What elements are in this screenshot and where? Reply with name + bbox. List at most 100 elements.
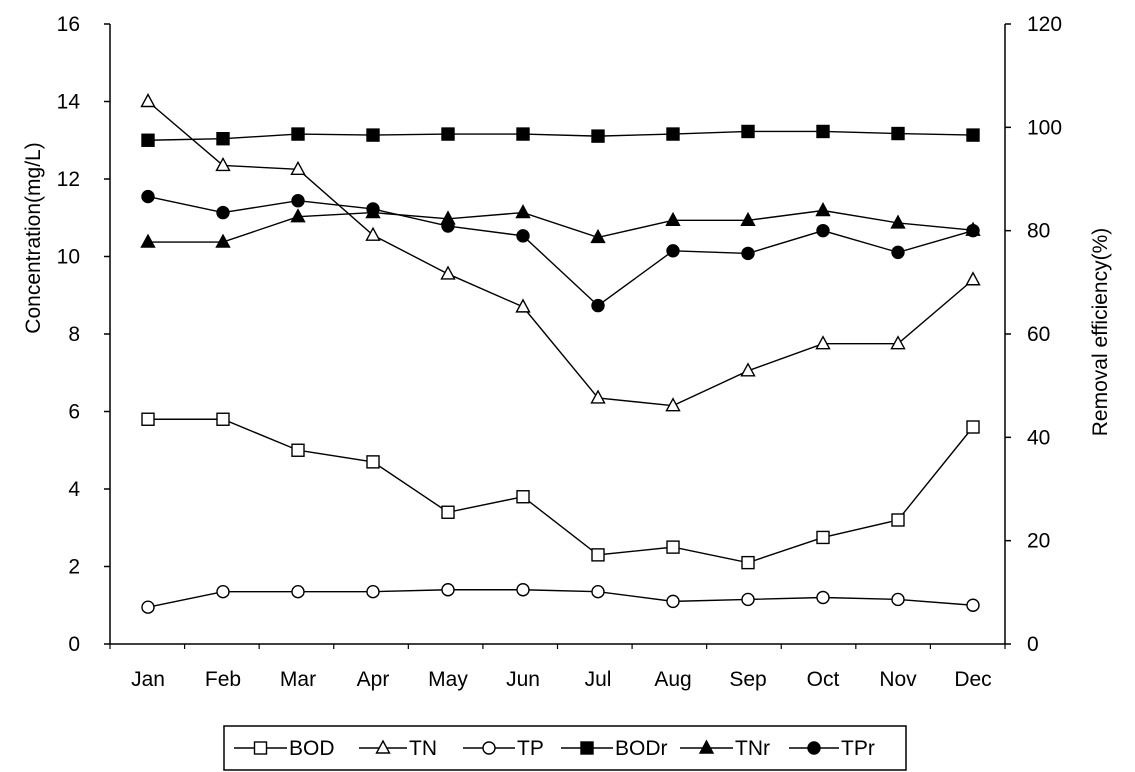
data-point-bod bbox=[741, 555, 755, 570]
x-tick-label: May bbox=[428, 668, 468, 691]
series-line-tnr bbox=[148, 209, 974, 243]
data-point-bod bbox=[441, 505, 455, 519]
data-point-tpr bbox=[291, 193, 305, 208]
data-point-tp bbox=[441, 583, 455, 597]
x-tick-label: Aug bbox=[654, 668, 691, 691]
x-tick-label: Dec bbox=[954, 668, 991, 691]
data-point-tp bbox=[516, 583, 530, 597]
series-layer bbox=[140, 93, 981, 614]
left-tick-label: 16 bbox=[57, 13, 80, 36]
legend-marker-tp bbox=[482, 741, 496, 755]
data-point-bod bbox=[141, 412, 155, 426]
data-point-bodr bbox=[516, 127, 530, 141]
data-point-tp bbox=[291, 584, 305, 599]
series-line-tn bbox=[147, 100, 974, 407]
x-tick-label: Sep bbox=[729, 668, 766, 691]
data-point-tn bbox=[140, 93, 156, 108]
data-point-bodr bbox=[366, 128, 380, 142]
data-point-tnr bbox=[515, 204, 531, 219]
data-point-tn bbox=[740, 362, 756, 377]
right-axis-title: Removal efficiency(%) bbox=[1089, 228, 1112, 437]
series-line-bod bbox=[148, 418, 974, 564]
series-line-tpr bbox=[147, 195, 974, 307]
right-tick-label: 0 bbox=[1027, 633, 1039, 656]
right-y-axis: 0 20 40 60 80 100 120 bbox=[1005, 13, 1062, 656]
data-point-tpr bbox=[966, 223, 980, 238]
legend-label: BODr bbox=[615, 737, 668, 760]
data-point-bod bbox=[816, 530, 830, 545]
data-point-tnr bbox=[665, 211, 681, 227]
data-point-tpr bbox=[366, 202, 380, 216]
right-tick-label: 80 bbox=[1027, 220, 1050, 243]
right-tick-label: 100 bbox=[1027, 116, 1062, 139]
data-point-tnr bbox=[215, 233, 231, 248]
series-bodr bbox=[141, 124, 980, 147]
data-point-bodr bbox=[441, 127, 455, 141]
x-tick-label: Jun bbox=[506, 668, 540, 691]
data-point-bod bbox=[591, 548, 605, 562]
data-point-bod bbox=[366, 455, 380, 469]
series-bod bbox=[141, 412, 980, 570]
data-point-bodr bbox=[216, 131, 230, 146]
series-tpr bbox=[141, 189, 980, 313]
data-point-tnr bbox=[815, 202, 831, 217]
data-point-tn bbox=[665, 397, 681, 412]
data-point-tp bbox=[141, 600, 155, 614]
left-tick-label: 4 bbox=[68, 478, 80, 501]
legend-label: TP bbox=[517, 737, 544, 760]
data-point-tpr bbox=[816, 223, 830, 238]
data-point-tn bbox=[890, 335, 906, 350]
left-tick-label: 6 bbox=[68, 401, 80, 424]
x-tick-label: Nov bbox=[879, 668, 917, 691]
legend-label: BOD bbox=[289, 737, 335, 760]
data-point-bodr bbox=[966, 128, 980, 142]
data-point-tp bbox=[366, 584, 380, 599]
data-point-tnr bbox=[740, 211, 756, 227]
left-tick-label: 10 bbox=[57, 246, 80, 269]
data-point-tnr bbox=[140, 233, 156, 248]
right-tick-label: 20 bbox=[1027, 530, 1050, 553]
data-point-tp bbox=[966, 598, 980, 612]
legend-marker-bodr bbox=[580, 741, 594, 755]
data-point-tp bbox=[741, 592, 755, 607]
data-point-bod bbox=[666, 540, 680, 554]
data-point-tpr bbox=[216, 205, 230, 220]
data-point-bodr bbox=[141, 133, 155, 147]
right-tick-label: 40 bbox=[1027, 426, 1050, 449]
data-point-tn bbox=[365, 226, 381, 241]
x-tick-label: Jan bbox=[131, 668, 165, 691]
data-point-tp bbox=[666, 594, 680, 609]
legend-marker-tnr bbox=[698, 739, 715, 754]
x-tick-label: Jul bbox=[585, 668, 612, 691]
legend-item-tn: TN bbox=[359, 737, 437, 760]
data-point-tpr bbox=[141, 189, 155, 204]
left-axis-title: Concentration(mg/L) bbox=[22, 142, 45, 333]
data-point-bodr bbox=[816, 124, 830, 139]
legend: BOD TN TP BODr TNr TPr bbox=[223, 725, 907, 771]
legend-marker-tpr bbox=[807, 741, 821, 755]
data-point-bodr bbox=[891, 126, 905, 141]
data-point-tpr bbox=[591, 298, 605, 313]
data-point-tn bbox=[515, 298, 531, 313]
data-point-bod bbox=[891, 513, 905, 527]
legend-label: TPr bbox=[841, 737, 875, 760]
legend-item-bodr: BODr bbox=[561, 737, 668, 760]
plot-area bbox=[109, 24, 1006, 645]
legend-item-tpr: TPr bbox=[789, 737, 875, 760]
left-y-axis: 0 2 4 6 8 10 12 14 16 bbox=[57, 13, 110, 656]
right-tick-label: 120 bbox=[1027, 13, 1062, 36]
data-point-tn bbox=[590, 389, 606, 404]
series-tnr bbox=[140, 202, 981, 248]
legend-label: TN bbox=[409, 737, 437, 760]
series-line-tp bbox=[147, 589, 974, 608]
data-point-bod bbox=[966, 420, 980, 434]
data-point-tpr bbox=[741, 246, 755, 261]
series-line-bodr bbox=[147, 130, 974, 141]
legend-label: TNr bbox=[735, 737, 770, 760]
x-axis: Jan Feb Mar Apr May Jun Jul Aug Sep Oct Nov Dec bbox=[109, 644, 1006, 691]
data-point-tn bbox=[290, 160, 306, 176]
data-point-bodr bbox=[591, 129, 605, 143]
legend-item-bod: BOD bbox=[234, 737, 335, 760]
data-point-bodr bbox=[741, 124, 755, 139]
